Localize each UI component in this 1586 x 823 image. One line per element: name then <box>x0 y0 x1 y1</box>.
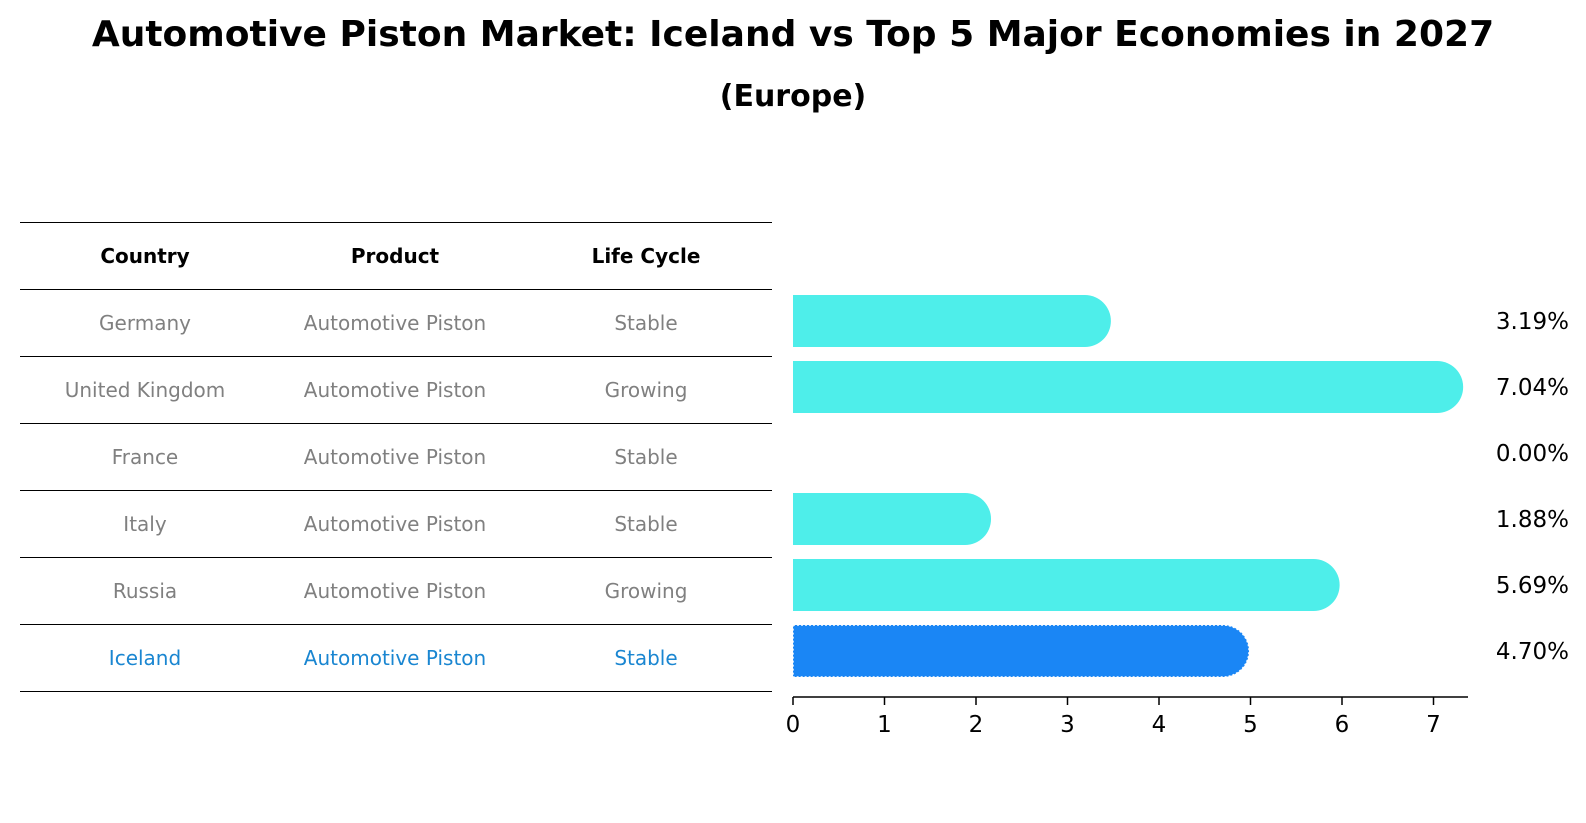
value-label: 4.70% <box>1496 639 1569 665</box>
country-cell: France <box>111 445 179 469</box>
country-cell: Italy <box>123 512 167 536</box>
product-cell: Automotive Piston <box>303 579 487 603</box>
product-cell: Automotive Piston <box>303 311 487 335</box>
country-cell: Russia <box>112 579 178 603</box>
x-tick-label: 7 <box>1426 712 1441 738</box>
product-cell: Automotive Piston <box>303 378 487 402</box>
bar <box>793 493 992 545</box>
country-cell: Iceland <box>108 646 182 670</box>
table-row: Germany Automotive Piston Stable <box>20 290 772 357</box>
bar <box>793 295 1111 347</box>
x-tick-label: 2 <box>969 712 984 738</box>
life-cycle-cell: Growing <box>604 378 688 402</box>
x-tick-label: 4 <box>1152 712 1167 738</box>
x-tick-label: 5 <box>1243 712 1258 738</box>
x-tick-label: 1 <box>877 712 892 738</box>
country-cell: Germany <box>99 311 191 335</box>
bar <box>793 559 1340 611</box>
value-label: 3.19% <box>1496 309 1569 335</box>
life-cycle-cell: Growing <box>604 579 688 603</box>
life-cycle-cell: Stable <box>614 646 678 670</box>
life-cycle-cell: Stable <box>614 512 678 536</box>
bar-highlighted <box>792 624 1250 678</box>
header-product: Product <box>350 244 440 268</box>
chart-title: Automotive Piston Market: Iceland vs Top… <box>91 14 1495 55</box>
product-cell: Automotive Piston <box>303 646 487 670</box>
x-tick-label: 3 <box>1060 712 1075 738</box>
value-label: 7.04% <box>1496 375 1569 401</box>
value-label: 0.00% <box>1496 441 1569 467</box>
table-row: Russia Automotive Piston Growing <box>20 558 772 625</box>
country-cell: United Kingdom <box>64 378 226 402</box>
life-cycle-cell: Stable <box>614 445 678 469</box>
chart-subtitle: (Europe) <box>719 79 867 114</box>
header-life-cycle: Life Cycle <box>591 244 701 268</box>
value-label: 5.69% <box>1496 573 1569 599</box>
product-cell: Automotive Piston <box>303 445 487 469</box>
life-cycle-cell: Stable <box>614 311 678 335</box>
table-header-row: Country Product Life Cycle <box>20 222 772 290</box>
value-label: 1.88% <box>1496 507 1569 533</box>
table-row-highlighted: Iceland Automotive Piston Stable <box>20 625 772 692</box>
product-cell: Automotive Piston <box>303 512 487 536</box>
bar <box>793 361 1464 413</box>
table-row: United Kingdom Automotive Piston Growing <box>20 357 772 424</box>
table-row: France Automotive Piston Stable <box>20 424 772 491</box>
x-tick-label: 6 <box>1335 712 1350 738</box>
table-row: Italy Automotive Piston Stable <box>20 491 772 558</box>
x-tick-label: 0 <box>786 712 801 738</box>
header-country: Country <box>100 244 190 268</box>
country-table: Country Product Life Cycle Germany Autom… <box>20 222 772 692</box>
